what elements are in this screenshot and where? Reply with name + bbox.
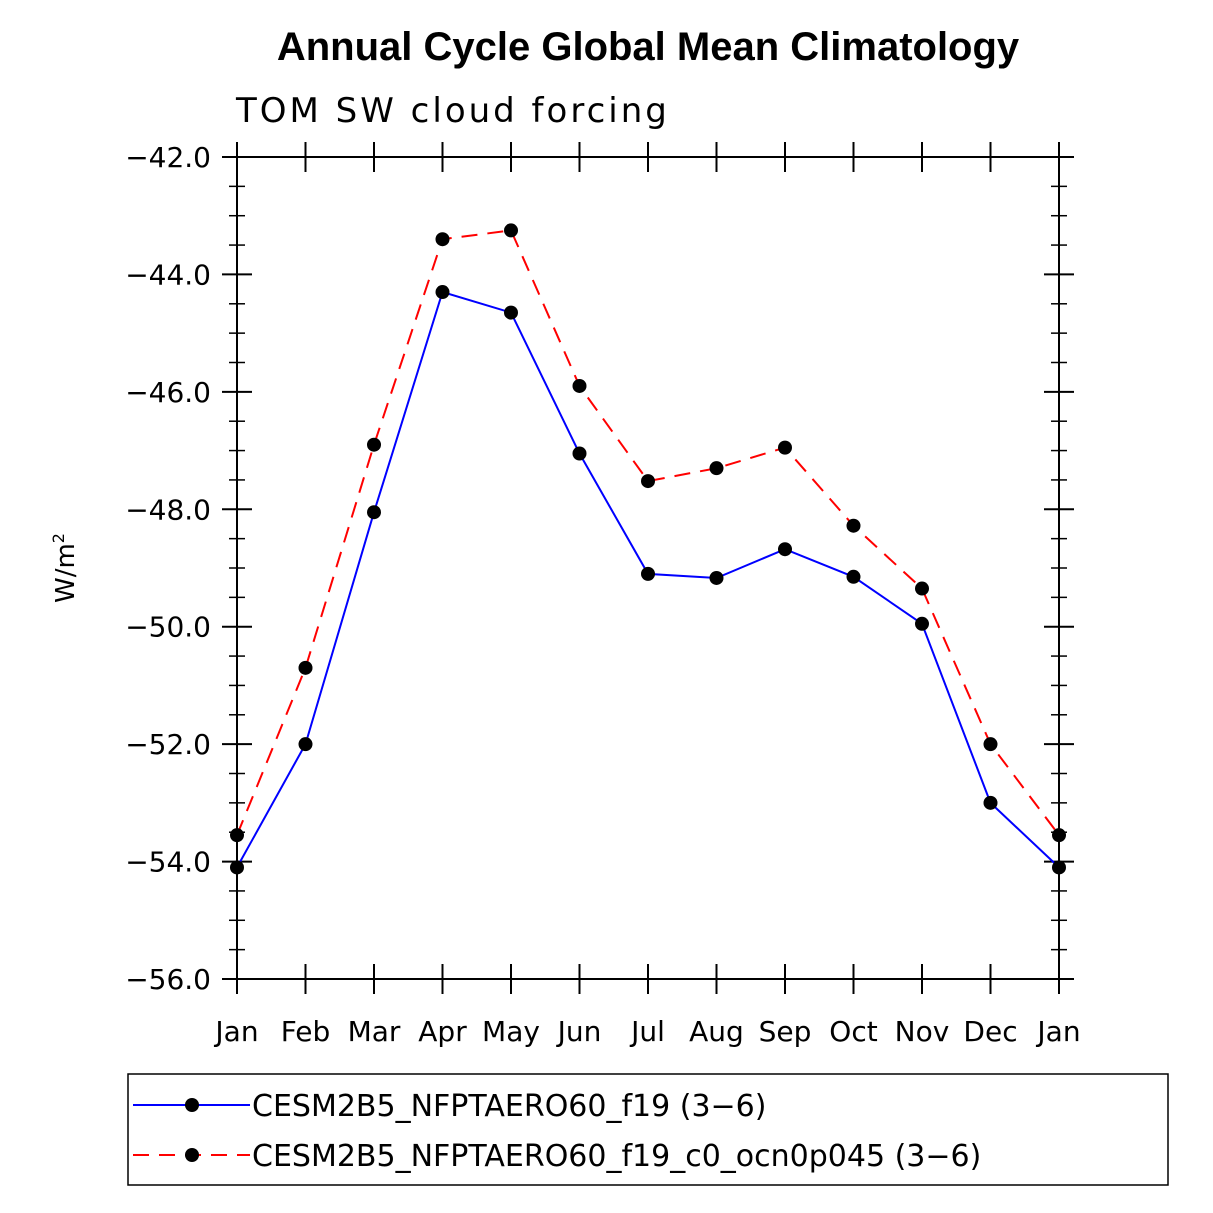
x-tick-label: Dec (963, 1015, 1017, 1048)
x-tick-label: May (482, 1015, 540, 1048)
x-tick-labels: Jan Feb Mar Apr May Jun Jul Aug Sep Oct Nov Dec Jan (213, 1015, 1080, 1048)
y-axis-label: W/m2 (49, 533, 81, 603)
legend: CESM2B5_NFPTAERO60_f19 (3−6) CESM2B5_NFP… (127, 1073, 1169, 1186)
y-tick-label: −46.0 (125, 376, 211, 409)
series-2-point (709, 461, 724, 476)
legend-label-series-2: CESM2B5_NFPTAERO60_f19_c0_ocn0p045 (3−6) (252, 1139, 981, 1174)
legend-box (127, 1073, 1169, 1186)
series-1-point (1052, 860, 1066, 875)
series-2-point (983, 737, 998, 752)
y-tick-label: −44.0 (125, 258, 211, 291)
series-2-point (435, 232, 450, 247)
series-1-point (435, 285, 450, 300)
y-tick-label: −48.0 (125, 493, 211, 526)
series-2-point (1052, 828, 1066, 843)
series-1-point (230, 860, 244, 875)
y-axis-label-superscript: 2 (49, 533, 68, 543)
series-2-point (846, 518, 861, 533)
x-tick-label: Mar (348, 1015, 401, 1048)
y-tick-label: −56.0 (125, 963, 211, 996)
x-tick-label: Nov (895, 1015, 950, 1048)
series-1-point (846, 569, 861, 584)
y-tick-label: −52.0 (125, 728, 211, 761)
series-2-point (572, 378, 587, 393)
y-tick-label: −42.0 (125, 141, 211, 174)
chart-title: Annual Cycle Global Mean Climatology (277, 25, 1020, 69)
series-2-point (778, 440, 792, 455)
series-2-point (298, 660, 313, 675)
x-tick-label: Aug (689, 1015, 744, 1048)
series-1-point (298, 737, 313, 752)
series-1-point (778, 542, 792, 557)
legend-marker-series-2 (185, 1148, 199, 1162)
series-2-point (230, 828, 244, 843)
series-1-point (641, 566, 655, 581)
x-tick-label: Feb (281, 1015, 331, 1048)
series-1-point (367, 505, 381, 520)
x-tick-label: Oct (829, 1015, 877, 1048)
x-tick-label: Jan (213, 1015, 258, 1048)
x-tick-label: Apr (418, 1015, 467, 1048)
y-tick-label: −50.0 (125, 611, 211, 644)
x-tick-label: Jan (1035, 1015, 1080, 1048)
y-axis-label-text: W/m (51, 543, 81, 603)
series-2-point (641, 474, 655, 489)
series-2-point (504, 223, 518, 238)
chart-subtitle: TOM SW cloud forcing (235, 91, 670, 131)
x-tick-label: Jun (556, 1015, 602, 1048)
series-line-2 (236, 229, 1060, 836)
legend-label-series-1: CESM2B5_NFPTAERO60_f19 (3−6) (252, 1089, 766, 1124)
series-layer (230, 223, 1066, 875)
y-tick-label: −54.0 (125, 846, 211, 879)
x-tick-label: Sep (759, 1015, 812, 1048)
series-1-point (983, 795, 998, 810)
series-1-point (709, 570, 724, 585)
series-2-point (367, 437, 381, 452)
series-2-point (915, 581, 929, 596)
x-tick-label: Jul (629, 1015, 665, 1048)
series-1-point (504, 305, 518, 320)
series-1-point (915, 616, 929, 631)
series-1-point (572, 446, 587, 461)
legend-marker-series-1 (185, 1098, 199, 1112)
y-tick-labels: −42.0 −44.0 −46.0 −48.0 −50.0 −52.0 −54.0 −56.0 (125, 141, 211, 996)
